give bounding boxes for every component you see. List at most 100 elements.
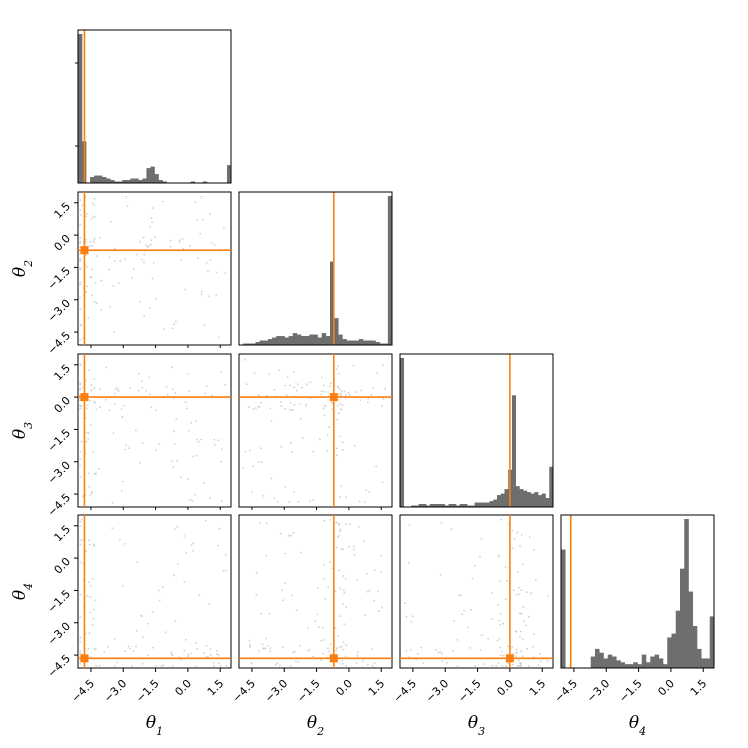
histogram-bar (411, 505, 416, 507)
panel-4-3 (399, 514, 554, 669)
sample-point (187, 653, 190, 656)
sample-point (150, 243, 153, 246)
sample-point (336, 365, 339, 368)
sample-point (538, 653, 541, 656)
panel-border (238, 191, 393, 346)
sample-point (79, 464, 82, 467)
sample-point (79, 387, 82, 390)
sample-point (422, 662, 425, 664)
sample-point (481, 634, 483, 637)
sample-point (148, 244, 151, 247)
sample-point (278, 369, 281, 371)
sample-point (339, 392, 342, 395)
sample-point (311, 655, 314, 658)
sample-point (92, 617, 95, 620)
x-tick-label: −1.5 (134, 677, 162, 705)
sample-point (453, 619, 456, 622)
sample-point (214, 444, 216, 446)
sample-point (194, 419, 197, 422)
sample-point (504, 565, 507, 568)
sample-point (89, 424, 92, 426)
sample-point (287, 535, 290, 537)
sample-point (88, 543, 91, 546)
histogram-bar (383, 343, 389, 345)
sample-point (331, 408, 334, 411)
sample-point (215, 653, 218, 655)
histogram-bar (624, 664, 630, 668)
sample-point (338, 615, 341, 618)
sample-point (121, 416, 124, 418)
sample-point (209, 648, 212, 650)
sample-point (212, 661, 215, 664)
sample-point (344, 394, 347, 396)
y-axis-label-2: θ2 (10, 260, 35, 277)
sample-point (136, 629, 138, 632)
sample-point (213, 438, 216, 441)
sample-point (90, 276, 93, 279)
histogram-bar (697, 648, 702, 668)
sample-point (127, 447, 130, 450)
histogram-bar (158, 180, 163, 183)
sample-point (189, 652, 192, 655)
histogram-bar (429, 504, 434, 507)
sample-point (86, 212, 88, 215)
sample-point (151, 207, 154, 210)
sample-point (124, 650, 126, 653)
panel-border (77, 29, 232, 184)
sample-point (87, 437, 90, 440)
sample-point (172, 466, 175, 468)
histogram-bar (255, 342, 260, 345)
sample-point (480, 537, 483, 540)
histogram-bar (675, 610, 681, 668)
sample-point (109, 306, 111, 308)
x-tick-label: 0.0 (172, 677, 194, 699)
sample-point (308, 648, 311, 651)
sample-point (381, 405, 383, 407)
sample-point (114, 247, 116, 250)
sample-point (513, 538, 516, 540)
sample-point (79, 283, 82, 286)
x-tick-label: 1.5 (688, 677, 710, 699)
histogram-bar (455, 505, 461, 507)
histogram-bar (226, 165, 232, 183)
sample-point (539, 660, 542, 662)
sample-point (507, 645, 510, 648)
sample-point (118, 282, 120, 284)
sample-point (343, 390, 346, 393)
sample-point (160, 664, 163, 667)
sample-point (327, 647, 329, 650)
sample-point (191, 500, 194, 502)
sample-point (435, 648, 438, 651)
histogram-bar (363, 340, 368, 345)
sample-point (80, 324, 83, 326)
sample-point (154, 236, 156, 239)
sample-point (79, 636, 82, 639)
y-axis-label-4: θ4 (10, 583, 35, 600)
y-tick-label: 1.5 (52, 523, 74, 545)
sample-point (500, 518, 503, 521)
sample-point (150, 239, 153, 242)
sample-point (99, 236, 102, 239)
sample-point (255, 571, 258, 574)
sample-point (135, 253, 138, 256)
histogram-bar (633, 662, 638, 668)
sample-point (166, 393, 169, 396)
sample-point (86, 285, 88, 287)
sample-point (292, 531, 295, 534)
sample-point (343, 623, 346, 626)
sample-point (335, 368, 338, 370)
sample-point (306, 649, 309, 652)
sample-point (298, 644, 301, 647)
sample-point (368, 490, 370, 493)
sample-point (143, 314, 146, 317)
y-tick-label: −3.0 (45, 297, 73, 325)
sample-point (381, 481, 384, 484)
sample-point (506, 579, 508, 582)
sample-point (205, 385, 208, 387)
sample-point (163, 328, 166, 331)
sample-point (114, 260, 116, 262)
sample-point (323, 519, 326, 522)
sample-point (81, 495, 84, 497)
sample-point (490, 592, 493, 594)
sample-point (499, 580, 502, 583)
